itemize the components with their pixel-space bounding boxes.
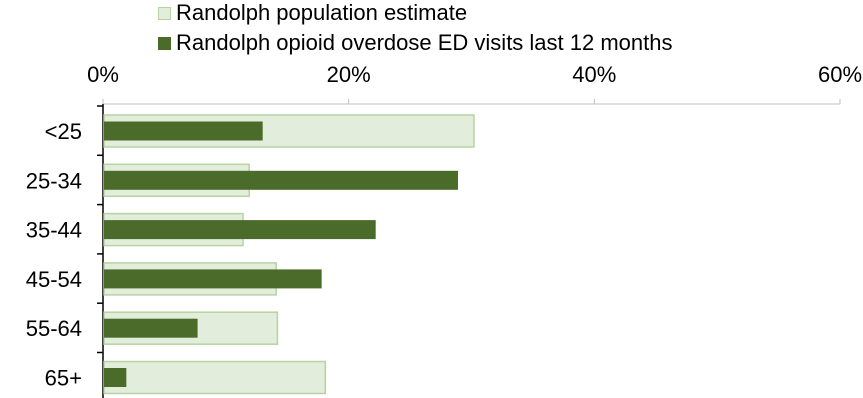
category-label: 35-44 bbox=[26, 218, 82, 243]
bar-population bbox=[103, 360, 327, 395]
bar-ed-visits bbox=[104, 121, 263, 141]
category-label: <25 bbox=[45, 119, 82, 144]
x-tick-label: 40% bbox=[572, 62, 616, 87]
bar-ed-visits bbox=[104, 220, 376, 240]
legend-item-ed-visits: Randolph opioid overdose ED visits last … bbox=[158, 28, 673, 58]
bar-ed-visits bbox=[104, 170, 458, 190]
x-tick-label: 0% bbox=[87, 62, 119, 87]
category-label: 55-64 bbox=[26, 316, 82, 341]
legend-item-population: Randolph population estimate bbox=[158, 0, 673, 28]
chart-legend: Randolph population estimate Randolph op… bbox=[158, 0, 673, 58]
legend-swatch-population bbox=[158, 6, 171, 20]
bar-ed-visits bbox=[104, 269, 322, 289]
legend-label-ed-visits: Randolph opioid overdose ED visits last … bbox=[176, 30, 673, 55]
x-tick-label: 20% bbox=[327, 62, 371, 87]
category-label: 65+ bbox=[45, 366, 82, 391]
bar-ed-visits bbox=[104, 368, 127, 387]
bar-ed-visits bbox=[104, 318, 198, 338]
category-label: 45-54 bbox=[26, 267, 82, 292]
category-label: 25-34 bbox=[26, 168, 82, 193]
x-tick-label: 60% bbox=[818, 62, 862, 87]
legend-label-population: Randolph population estimate bbox=[176, 0, 468, 25]
legend-swatch-ed-visits bbox=[158, 36, 171, 50]
